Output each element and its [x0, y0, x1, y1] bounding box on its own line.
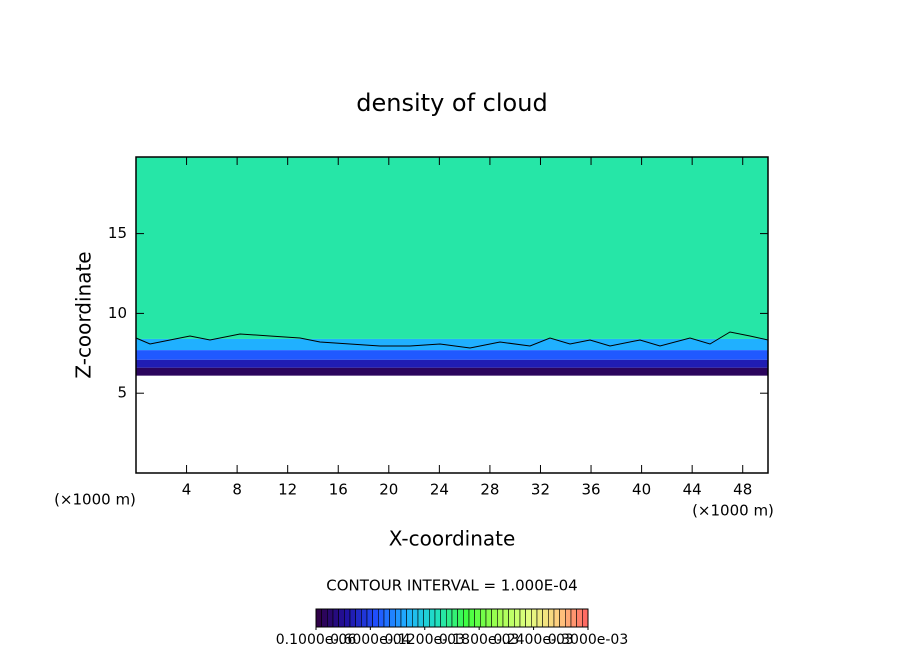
- y-tick-label: 15: [108, 224, 127, 242]
- plot-frame: [135, 156, 769, 474]
- colorbar-cell: [355, 608, 362, 628]
- colorbar-cell: [361, 608, 368, 628]
- colorbar-cell: [429, 608, 436, 628]
- density-layer: [136, 338, 768, 351]
- colorbar-cell: [383, 608, 390, 628]
- contour-line: [135, 331, 769, 349]
- x-tick-label: 24: [430, 481, 449, 499]
- x-tick-label: 40: [632, 481, 651, 499]
- colorbar-cell: [570, 608, 577, 628]
- x-tick-label: 4: [182, 481, 192, 499]
- colorbar-cell: [332, 608, 339, 628]
- colorbar-cell: [344, 608, 351, 628]
- field: [136, 157, 768, 376]
- colorbar-tick-label: 0.6000e-04: [330, 632, 411, 648]
- colorbar-tick-label: 0.1800e-03: [439, 632, 519, 648]
- colorbar-cell: [497, 608, 504, 628]
- colorbar-cell: [474, 608, 481, 628]
- colorbar-cell: [372, 608, 379, 628]
- colorbar-cell: [559, 608, 566, 628]
- colorbar-cell: [525, 608, 532, 628]
- colorbar-cell: [389, 608, 396, 628]
- contour-note: CONTOUR INTERVAL = 1.000E-04: [326, 577, 577, 595]
- x-axis-label: X-coordinate: [389, 527, 516, 551]
- colorbar-cell: [423, 608, 430, 628]
- density-layer: [136, 359, 768, 368]
- colorbar-cell: [400, 608, 407, 628]
- colorbar-cell: [508, 608, 515, 628]
- colorbar-frame: [315, 608, 589, 628]
- colorbar-tick-label: 0.3000e-03: [548, 632, 628, 648]
- colorbar-cell: [519, 608, 526, 628]
- colorbar-cell: [491, 608, 498, 628]
- chart-title: density of cloud: [356, 89, 547, 117]
- colorbar-cell: [378, 608, 385, 628]
- colorbar-cell: [553, 608, 560, 628]
- colorbar-tick-label: 0.1000e-06: [276, 632, 357, 648]
- y-tick-label: 10: [108, 304, 127, 322]
- x-tick-label: 12: [278, 481, 297, 499]
- colorbar-cell: [531, 608, 538, 628]
- x-tick-label: 44: [683, 481, 702, 499]
- x-tick-label: 48: [733, 481, 752, 499]
- colorbar-cell: [565, 608, 572, 628]
- colorbar-cell: [451, 608, 458, 628]
- colorbar-cell: [480, 608, 487, 628]
- colorbar-cell: [463, 608, 470, 628]
- colorbar-cell: [457, 608, 464, 628]
- x-unit-right: (×1000 m): [692, 502, 774, 520]
- x-tick-label: 32: [531, 481, 550, 499]
- x-tick-label: 20: [379, 481, 398, 499]
- colorbar-cell: [321, 608, 328, 628]
- x-tick-label: 8: [232, 481, 242, 499]
- colorbar-cell: [349, 608, 356, 628]
- colorbar-tick-label: 0.2400e-03: [493, 632, 573, 648]
- colorbar-cell: [468, 608, 475, 628]
- colorbar-tick-label: 0.1200e-03: [385, 632, 465, 648]
- density-layer: [136, 350, 768, 360]
- colorbar-cell: [315, 608, 322, 628]
- colorbar-cell: [536, 608, 543, 628]
- x-tick-label: 16: [329, 481, 348, 499]
- colorbar-cell: [395, 608, 402, 628]
- colorbar-cell: [514, 608, 521, 628]
- colorbar-cell: [327, 608, 334, 628]
- colorbar-cell: [542, 608, 549, 628]
- colorbar-cell: [406, 608, 413, 628]
- x-tick-label: 28: [480, 481, 499, 499]
- colorbar-cell: [417, 608, 424, 628]
- colorbar-cell: [366, 608, 373, 628]
- colorbar-cell: [440, 608, 447, 628]
- colorbar-cell: [338, 608, 345, 628]
- density-layer: [136, 157, 768, 339]
- colorbar-cell: [434, 608, 441, 628]
- colorbar-cell: [446, 608, 453, 628]
- colorbar-cell: [412, 608, 419, 628]
- y-tick-label: 5: [117, 384, 127, 402]
- x-unit-left: (×1000 m): [54, 491, 136, 509]
- y-axis-label: Z-coordinate: [72, 251, 96, 378]
- colorbar-cell: [582, 608, 589, 628]
- colorbar-cell: [485, 608, 492, 628]
- x-tick-label: 36: [581, 481, 600, 499]
- colorbar-cell: [576, 608, 583, 628]
- colorbar: 0.1000e-060.6000e-040.1200e-030.1800e-03…: [276, 608, 628, 648]
- colorbar-cell: [548, 608, 555, 628]
- density-layer: [136, 367, 768, 376]
- colorbar-cell: [502, 608, 509, 628]
